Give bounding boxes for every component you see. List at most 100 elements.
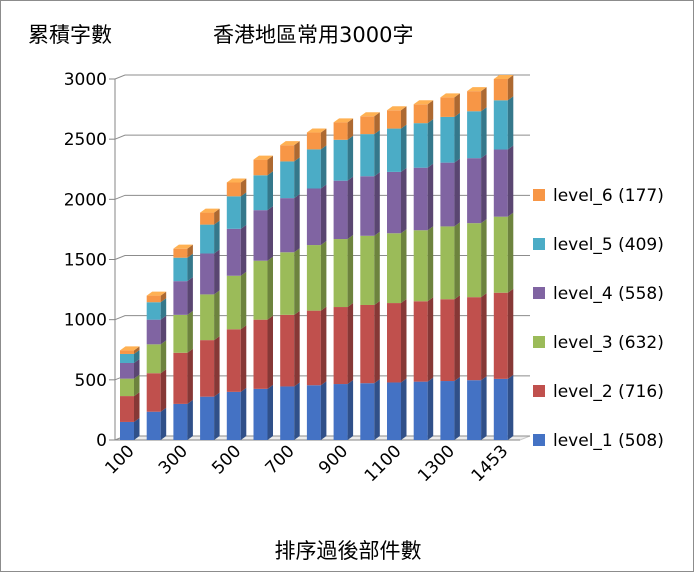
legend-label: level_6 (177) bbox=[553, 186, 664, 206]
bar-level_5 bbox=[493, 100, 508, 150]
bar-level_4 bbox=[413, 167, 428, 231]
bar-level_1-side bbox=[240, 387, 247, 440]
bar-level_1-side bbox=[320, 381, 327, 440]
bar-level_6-top bbox=[493, 75, 514, 79]
bar-level_5-side bbox=[240, 192, 247, 229]
bar-level_3-side bbox=[160, 340, 167, 374]
bar-level_6 bbox=[493, 79, 508, 101]
bar-level_6-side bbox=[214, 208, 220, 225]
legend-item: level_3 (632) bbox=[533, 333, 664, 353]
legend-swatch bbox=[533, 434, 545, 446]
bar-level_6-side bbox=[320, 128, 327, 150]
x-tick-label: 1453 bbox=[468, 441, 513, 486]
bar-level_4-side bbox=[187, 277, 193, 315]
bar-level_1 bbox=[306, 385, 321, 440]
bar-level_4 bbox=[387, 171, 401, 234]
bar-level_1 bbox=[467, 380, 482, 440]
bar-level_1 bbox=[360, 383, 375, 440]
bar-level_6-side bbox=[134, 346, 140, 354]
bar-level_4 bbox=[253, 210, 268, 261]
bar-level_1-side bbox=[267, 384, 273, 440]
bar-level_2-side bbox=[294, 310, 300, 387]
bar-level_6 bbox=[440, 97, 455, 117]
bar-level_5-side bbox=[507, 96, 514, 150]
y-tick-label: 2000 bbox=[64, 190, 107, 210]
legend-label: level_1 (508) bbox=[553, 431, 664, 451]
bar-level_5 bbox=[467, 111, 482, 159]
x-axis-title: 排序過後部件數 bbox=[275, 539, 422, 563]
bar-level_6 bbox=[387, 110, 401, 129]
bar-level_2 bbox=[173, 352, 188, 404]
bar-level_6-top bbox=[333, 118, 354, 123]
bar-level_3-side bbox=[347, 235, 354, 308]
bar-level_5 bbox=[387, 128, 401, 172]
bar-level_6 bbox=[120, 350, 134, 354]
bar-level_6 bbox=[173, 248, 188, 258]
bar-level_5 bbox=[146, 302, 161, 320]
bar-level_6-side bbox=[481, 87, 487, 112]
bar-level_6-side bbox=[294, 141, 300, 162]
bar-stack bbox=[333, 118, 354, 440]
y-tick-label: 1000 bbox=[64, 311, 107, 331]
bar-level_4-side bbox=[267, 206, 273, 261]
bar-level_4 bbox=[146, 319, 161, 345]
y-tick-label: 3000 bbox=[64, 70, 107, 90]
legend-label: level_5 (409) bbox=[553, 235, 664, 255]
bar-level_3-side bbox=[214, 290, 220, 341]
bar-level_6 bbox=[306, 132, 321, 150]
bar-level_6-top bbox=[306, 128, 327, 133]
bar-level_5 bbox=[226, 196, 241, 229]
bar-level_4 bbox=[467, 158, 482, 224]
legend-item: level_4 (558) bbox=[533, 284, 664, 304]
bar-level_5-side bbox=[347, 135, 354, 181]
legend-item: level_1 (508) bbox=[533, 431, 664, 451]
bar-stack bbox=[253, 155, 273, 440]
bar-level_2 bbox=[387, 303, 401, 383]
bar-level_4 bbox=[120, 362, 134, 379]
x-tick-label: 100 bbox=[101, 441, 138, 478]
bar-stack bbox=[467, 87, 487, 440]
bar-stack bbox=[493, 75, 514, 440]
bar-level_2 bbox=[280, 314, 295, 387]
bar-level_1-side bbox=[481, 376, 487, 440]
bar-level_2-side bbox=[240, 325, 247, 392]
legend-swatch bbox=[533, 287, 545, 299]
x-tick-label: 700 bbox=[262, 441, 299, 478]
bar-level_4 bbox=[200, 253, 215, 295]
bar-level_1-side bbox=[347, 380, 354, 440]
bar-level_1-side bbox=[507, 374, 514, 440]
bar-level_3 bbox=[173, 314, 188, 353]
legend-swatch bbox=[533, 189, 545, 201]
bar-level_5 bbox=[306, 149, 321, 189]
bar-level_2-side bbox=[214, 336, 220, 397]
bar-level_1-side bbox=[214, 392, 220, 440]
chart-subtitle: 香港地區常用3000字 bbox=[213, 23, 413, 47]
x-axis: 100 300 500 700 900 1100 1300 1453 bbox=[101, 441, 512, 486]
y-tick-label: 2500 bbox=[64, 130, 107, 150]
bar-level_6-side bbox=[347, 118, 354, 140]
legend-label: level_2 (716) bbox=[553, 382, 664, 402]
bar-level_5 bbox=[280, 161, 295, 199]
bar-level_2-side bbox=[320, 306, 327, 386]
bar-level_3 bbox=[440, 226, 455, 300]
legend-label: level_4 (558) bbox=[553, 284, 664, 304]
bar-level_1 bbox=[280, 386, 295, 440]
bar-level_6-side bbox=[187, 244, 193, 258]
bar-level_3 bbox=[200, 294, 215, 341]
bar-stack bbox=[226, 178, 247, 440]
bar-level_2 bbox=[413, 301, 428, 382]
x-tick-label: 300 bbox=[155, 441, 192, 478]
bar-level_4 bbox=[333, 180, 348, 240]
bar-level_4-side bbox=[454, 158, 460, 227]
bar-level_3-side bbox=[454, 222, 460, 300]
bar-level_4 bbox=[440, 162, 455, 227]
bar-stack bbox=[306, 128, 327, 440]
bars bbox=[120, 75, 514, 440]
bar-level_1 bbox=[173, 403, 188, 440]
bar-level_6 bbox=[146, 295, 161, 303]
bar-level_5-side bbox=[294, 157, 300, 199]
bar-level_2-side bbox=[134, 392, 140, 422]
bar-level_4-side bbox=[214, 249, 220, 295]
bar-level_1 bbox=[413, 381, 428, 440]
bar-level_4-side bbox=[160, 315, 167, 345]
